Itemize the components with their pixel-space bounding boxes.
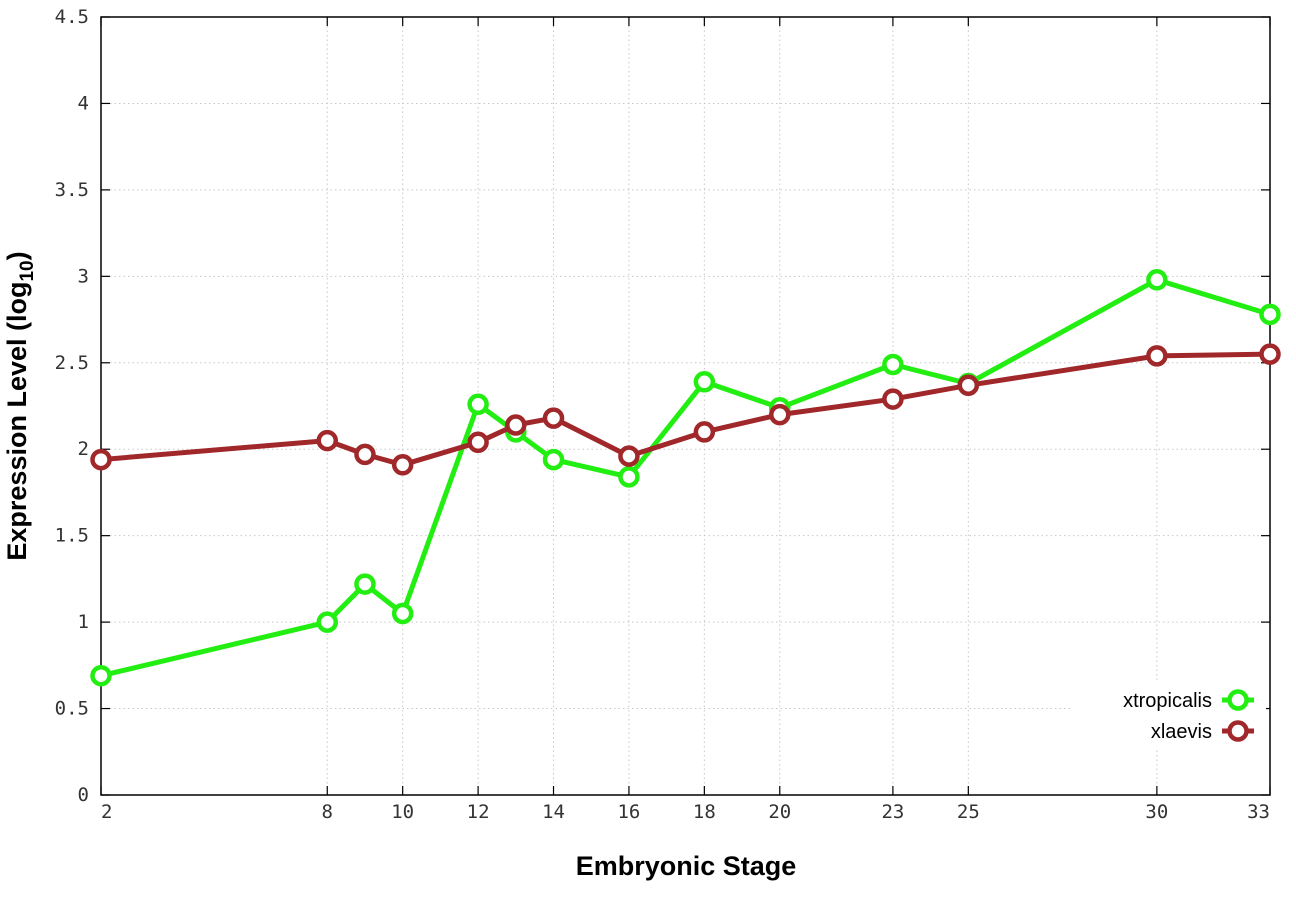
data-point — [391, 602, 414, 625]
y-tick-label: 0 — [78, 784, 89, 806]
data-point — [1259, 303, 1281, 326]
y-tick-label: 1 — [78, 611, 89, 633]
x-tick-label: 33 — [1247, 801, 1270, 823]
legend-marker — [1227, 720, 1249, 742]
series-xlaevis — [90, 343, 1281, 476]
x-tick-label: 18 — [693, 801, 716, 823]
legend-entry: xlaevis — [1151, 720, 1254, 743]
x-tick-label: 25 — [957, 801, 980, 823]
data-point — [391, 454, 414, 476]
data-point — [354, 443, 376, 466]
plot-frame — [100, 16, 1271, 796]
data-point — [542, 407, 565, 429]
series-xtropicalis — [90, 269, 1281, 687]
data-point — [316, 429, 339, 452]
y-axis-title: Expression Level (log10) — [2, 251, 38, 560]
data-point — [769, 403, 791, 426]
legend-label: xtropicalis — [1123, 690, 1212, 712]
y-axis-title-subscript: 10 — [17, 260, 38, 281]
legend: xtropicalis xlaevis — [1123, 689, 1254, 743]
data-point — [467, 431, 489, 454]
x-tick-label: 30 — [1145, 801, 1168, 823]
data-point — [505, 414, 527, 436]
data-point — [882, 388, 904, 410]
data-point — [1146, 269, 1168, 291]
data-point — [354, 573, 376, 595]
x-tick-label: 12 — [467, 801, 490, 823]
data-point — [618, 466, 640, 488]
data-point — [316, 611, 339, 633]
data-point — [882, 353, 904, 376]
y-axis-title-end: ) — [2, 251, 32, 260]
legend-marker — [1227, 689, 1249, 711]
data-point — [90, 664, 112, 687]
data-point — [542, 448, 565, 471]
x-tick-labels: 2 8 10 12 14 16 18 20 23 25 30 33 — [101, 801, 1270, 823]
x-tick-label: 2 — [101, 801, 112, 823]
data-point — [693, 421, 716, 443]
data-point — [467, 393, 489, 416]
x-tick-label: 20 — [768, 801, 791, 823]
data-point — [693, 371, 716, 393]
grid-lines — [101, 17, 1270, 795]
y-tick-label: 3.5 — [55, 179, 89, 201]
y-tick-label: 1.5 — [55, 525, 89, 547]
legend-entry: xtropicalis — [1123, 689, 1254, 712]
x-tick-label: 8 — [322, 801, 333, 823]
legend-label: xlaevis — [1151, 721, 1212, 743]
x-tick-label: 14 — [542, 801, 565, 823]
data-point — [618, 445, 640, 467]
data-point — [957, 374, 980, 397]
data-point — [1259, 343, 1281, 365]
x-axis-title: Embryonic Stage — [576, 851, 797, 881]
y-axis-title-main: Expression Level (log — [2, 282, 32, 561]
data-point — [90, 448, 112, 471]
y-tick-label: 2 — [78, 438, 89, 460]
y-tick-label: 0.5 — [55, 698, 89, 720]
data-point — [1146, 345, 1168, 367]
y-tick-label: 2.5 — [55, 352, 89, 374]
x-tick-label: 23 — [881, 801, 904, 823]
y-tick-label: 4.5 — [55, 6, 89, 28]
x-tick-label: 10 — [391, 801, 414, 823]
y-tick-label: 3 — [78, 265, 89, 287]
y-tick-labels: 0 0.5 1 1.5 2 2.5 3 3.5 4 4.5 — [55, 6, 89, 806]
x-tick-label: 16 — [617, 801, 640, 823]
y-tick-label: 4 — [78, 92, 89, 114]
series-layer — [90, 269, 1281, 687]
